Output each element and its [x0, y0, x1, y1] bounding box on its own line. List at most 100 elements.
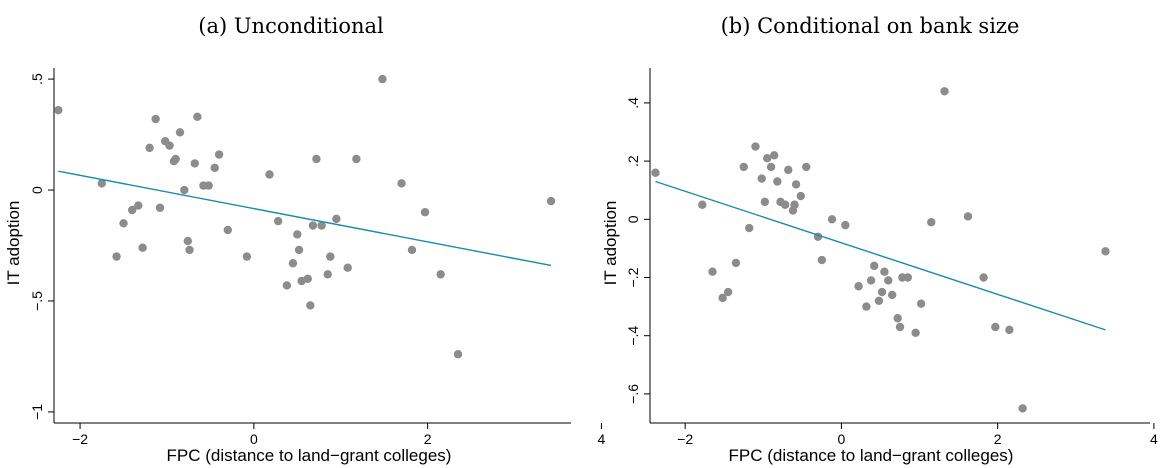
panel-b-data-point	[884, 276, 893, 285]
panel-a-data-point	[546, 196, 556, 206]
panel-a-data-point	[326, 252, 335, 261]
panel-b-data-point	[903, 273, 913, 282]
panel-a-data-point	[151, 114, 160, 124]
panel-b-data-point	[991, 322, 1000, 332]
panel-a-data-point	[436, 270, 445, 279]
panel-b-y-tick-label: .2	[625, 155, 641, 167]
panel-b-data-point	[893, 314, 902, 323]
panel-a-data-point	[323, 270, 332, 279]
panel-a-data-point	[155, 203, 165, 212]
panel-b-y-tick-label: −.4	[625, 326, 641, 346]
panel-b-data-point	[791, 180, 801, 189]
panel-a-data-point	[223, 225, 232, 235]
panel-a-data-point	[214, 150, 224, 159]
panel-a-data-point	[145, 143, 154, 153]
panel-a-data-point	[97, 179, 106, 188]
panel-a-data-point	[407, 245, 417, 255]
panel-a-data-point	[112, 252, 121, 261]
panel-b-x-tick-label: 4	[1150, 431, 1158, 447]
panel-a-data-point	[288, 259, 298, 268]
panel-a-x-tick-label: 4	[598, 431, 606, 447]
panel-b-data-point	[790, 200, 799, 209]
panel-a-y-tick-label: −1	[29, 404, 45, 420]
panel-b-data-point	[766, 162, 776, 172]
panel-b-data-point	[796, 191, 805, 201]
panel-a-data-point	[134, 201, 143, 210]
panel-b-y-tick-label: −.2	[625, 267, 641, 287]
panel-a-data-point	[210, 163, 219, 173]
panel-a: (a) Unconditional FPC (distance to land−…	[4, 14, 606, 465]
panel-b-data-point	[841, 220, 850, 230]
panel-a-x-axis-title: FPC (distance to land−grant colleges)	[167, 446, 452, 465]
panel-b-data-point	[770, 151, 779, 160]
panel-a-data-point	[180, 185, 189, 195]
panel-a-data-point	[312, 154, 321, 164]
panel-b-y-tick-label: .4	[625, 97, 641, 109]
panel-b-data-point	[827, 215, 837, 224]
panel-a-data-point	[185, 245, 194, 255]
panel-b-x-tick-label: −2	[677, 431, 693, 447]
panel-a-y-tick-label: −.5	[29, 291, 45, 311]
panel-a-data-point	[128, 205, 137, 215]
panel-b-data-point	[916, 299, 926, 308]
panel-a-data-point	[242, 252, 252, 261]
panel-b-x-tick-label: 0	[838, 431, 846, 447]
panel-a-data-point	[332, 214, 341, 224]
panel-a-x-tick-label: 2	[424, 431, 432, 447]
panel-b-data-point	[927, 218, 936, 227]
panel-a-x-tick-label: 0	[250, 431, 258, 447]
panel-b-data-point	[880, 267, 889, 276]
panel-a-y-axis-title: IT adoption	[4, 201, 23, 286]
panel-b-data-point	[963, 212, 973, 221]
panel-b-data-point	[1101, 247, 1110, 256]
panel-a-data-point	[204, 181, 213, 190]
panel-b-data-point	[739, 162, 748, 172]
panel-b-data-point	[757, 174, 766, 183]
panel-b-data-point	[940, 87, 949, 96]
panel-b-data-point	[760, 197, 770, 207]
panel-b-data-point	[802, 162, 811, 172]
panel-a-data-point	[352, 154, 361, 164]
panel-a-data-point	[273, 216, 283, 226]
panel-a-data-point	[306, 301, 315, 310]
panel-b-data-point	[762, 154, 772, 163]
panel-b-data-point	[817, 255, 827, 265]
panel-a-data-point	[165, 141, 174, 150]
panel-a-data-point	[294, 245, 304, 255]
panel-b-data-point	[874, 296, 884, 305]
panel-a-data-point	[308, 221, 318, 230]
panel-a-data-point	[193, 112, 202, 122]
panel-b-data-point	[698, 200, 707, 209]
panel-b-data-point	[651, 168, 660, 177]
panel-b-data-point	[877, 287, 887, 297]
panel-b-data-point	[751, 142, 760, 151]
panel-a-data-point	[420, 208, 430, 217]
panel-a-title: (a) Unconditional	[198, 14, 384, 38]
panel-a-data-point	[54, 105, 63, 115]
panel-a-fit-line	[58, 170, 552, 267]
panel-a-data-point	[293, 230, 302, 239]
panel-a-y-tick-label: 0	[29, 186, 45, 194]
panel-a-data-point	[397, 179, 406, 188]
panel-b-data-point	[870, 261, 879, 271]
panel-b-data-point	[708, 267, 717, 276]
panel-b: (b) Conditional on bank size FPC (distan…	[601, 14, 1158, 465]
panel-b-data-point	[731, 258, 741, 268]
panel-b-data-point	[1005, 325, 1014, 335]
panel-a-x-tick-label: −2	[72, 431, 88, 447]
panel-a-data-point	[303, 274, 312, 283]
panel-a-data-point	[453, 350, 463, 359]
panel-a-data-point	[171, 154, 180, 164]
panel-b-data-point	[979, 273, 988, 282]
panel-a-data-point	[265, 170, 274, 179]
panel-b-title: (b) Conditional on bank size	[721, 14, 1020, 38]
panel-a-data-point	[190, 159, 199, 168]
panel-a-data-point	[282, 281, 292, 290]
panel-a-data-point	[378, 74, 387, 84]
panel-b-data-point	[854, 282, 863, 291]
panel-b-data-point	[887, 290, 897, 300]
panel-a-data-point	[183, 236, 193, 246]
panel-b-data-point	[780, 200, 790, 209]
panel-b-x-axis-title: FPC (distance to land−grant colleges)	[729, 446, 1014, 465]
